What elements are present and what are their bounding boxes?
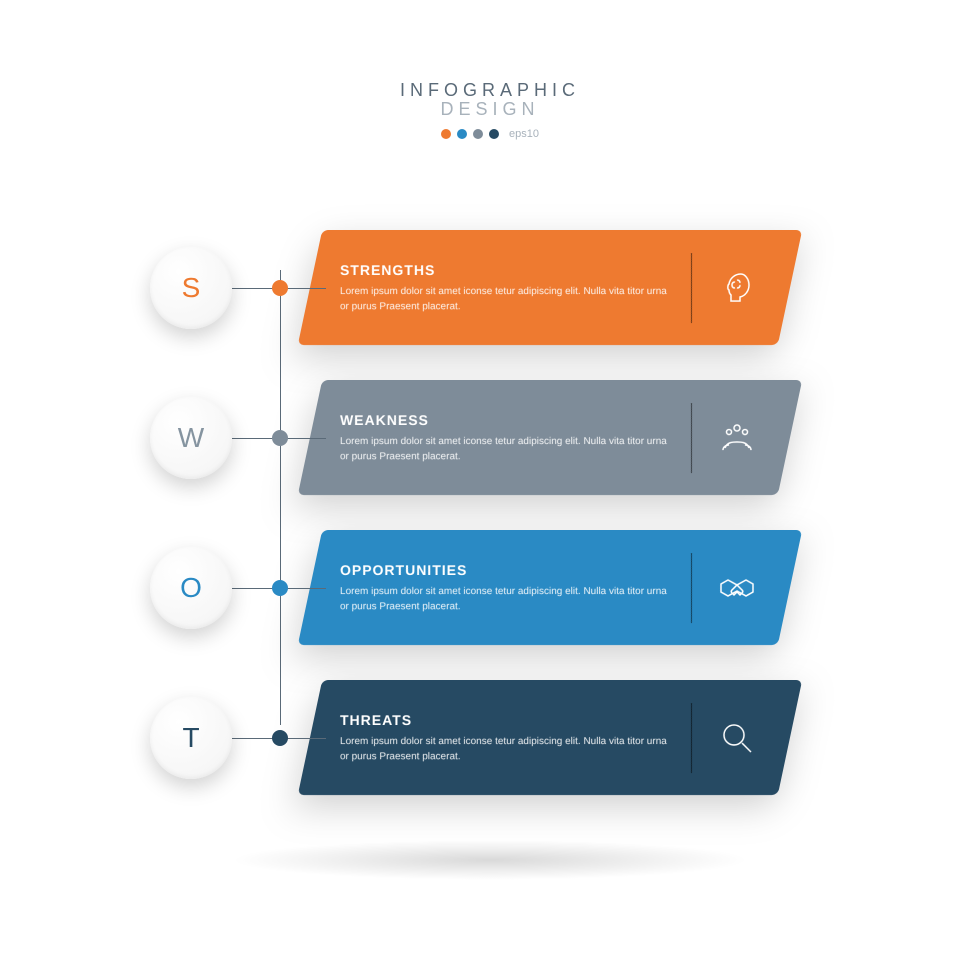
card-title: WEAKNESS bbox=[340, 412, 667, 428]
header-dot bbox=[457, 129, 467, 139]
letter-circle: O bbox=[150, 547, 232, 629]
card-title: THREATS bbox=[340, 712, 667, 728]
eps-label: eps10 bbox=[509, 128, 539, 140]
swot-card: OPPORTUNITIES Lorem ipsum dolor sit amet … bbox=[310, 530, 790, 645]
card-divider bbox=[691, 703, 692, 773]
brain-head-icon bbox=[712, 268, 762, 308]
timeline-line bbox=[280, 270, 281, 725]
handshake-icon bbox=[712, 568, 762, 608]
header-line2: DESIGN bbox=[400, 99, 580, 120]
ground-shadow bbox=[230, 840, 750, 880]
card-body: Lorem ipsum dolor sit amet iconse tetur … bbox=[340, 584, 667, 614]
magnifier-icon bbox=[712, 718, 762, 758]
header-block: INFOGRAPHIC DESIGN eps10 bbox=[400, 80, 580, 140]
swot-row: WWEAKNESSLorem ipsum dolor sit amet icon… bbox=[150, 380, 232, 495]
swot-row: TTHREATSLorem ipsum dolor sit amet icons… bbox=[150, 680, 232, 795]
card-body: Lorem ipsum dolor sit amet iconse tetur … bbox=[340, 284, 667, 314]
timeline-node bbox=[272, 280, 288, 296]
swot-card: STRENGTHS Lorem ipsum dolor sit amet icon… bbox=[310, 230, 790, 345]
timeline-node bbox=[272, 580, 288, 596]
header-dot bbox=[473, 129, 483, 139]
swot-row: OOPPORTUNITIESLorem ipsum dolor sit amet… bbox=[150, 530, 232, 645]
header-line1: INFOGRAPHIC bbox=[400, 80, 580, 101]
letter-circle: S bbox=[150, 247, 232, 329]
card-divider bbox=[691, 253, 692, 323]
letter-circle: W bbox=[150, 397, 232, 479]
swot-row: SSTRENGTHSLorem ipsum dolor sit amet ico… bbox=[150, 230, 232, 345]
team-hands-icon bbox=[712, 418, 762, 458]
card-body: Lorem ipsum dolor sit amet iconse tetur … bbox=[340, 434, 667, 464]
swot-card: WEAKNESS Lorem ipsum dolor sit amet icons… bbox=[310, 380, 790, 495]
header-dot bbox=[489, 129, 499, 139]
card-title: OPPORTUNITIES bbox=[340, 562, 667, 578]
timeline-node bbox=[272, 730, 288, 746]
card-body: Lorem ipsum dolor sit amet iconse tetur … bbox=[340, 734, 667, 764]
card-divider bbox=[691, 403, 692, 473]
timeline-node bbox=[272, 430, 288, 446]
letter-circle: T bbox=[150, 697, 232, 779]
header-dot bbox=[441, 129, 451, 139]
header-dots: eps10 bbox=[400, 128, 580, 140]
swot-card: THREATS Lorem ipsum dolor sit amet iconse… bbox=[310, 680, 790, 795]
card-divider bbox=[691, 553, 692, 623]
card-title: STRENGTHS bbox=[340, 262, 667, 278]
